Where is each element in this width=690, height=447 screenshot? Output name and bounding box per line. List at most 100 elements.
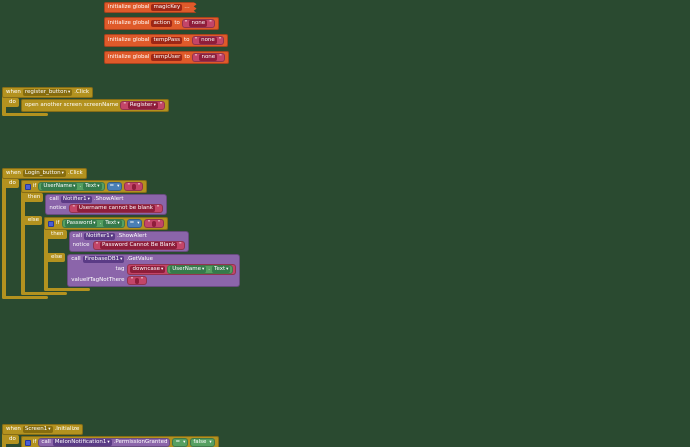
property-dropdown[interactable]: Text — [103, 220, 122, 227]
if-header[interactable]: if Password . Text = — [44, 217, 168, 230]
string-value[interactable] — [152, 220, 157, 227]
block-if-password-blank[interactable]: if Password . Text = — [44, 217, 241, 291]
block-init-global-tempuser[interactable]: initialize global tempUser to none — [104, 51, 229, 64]
keyword-label: if — [56, 220, 60, 226]
string-value[interactable]: Register — [127, 102, 158, 109]
string-value[interactable]: Username cannot be blank — [76, 205, 155, 212]
text-string-block[interactable]: Register — [120, 101, 166, 110]
text-string-block[interactable] — [127, 276, 147, 285]
block-firebase-getvalue[interactable]: call FirebaseDB1 .GetValue tag downcase — [67, 254, 241, 287]
variable-name-field[interactable]: action — [151, 20, 173, 27]
text-string-block[interactable]: Password Cannot Be Blank — [92, 241, 185, 250]
then-body: call Notifier1 .ShowAlert notice Passwor… — [67, 230, 189, 253]
keyword-label: when — [6, 170, 21, 176]
method-label: .ShowAlert — [117, 233, 147, 239]
else-body: if Password . Text = — [42, 216, 241, 292]
block-when-register-click[interactable]: when register_button .Click do open anot… — [2, 87, 170, 116]
do-section: do if call MelonNotification1 .Permissio… — [6, 435, 327, 447]
equals-block[interactable]: = — [106, 182, 123, 191]
block-spine — [20, 180, 25, 295]
block-notifier-showalert[interactable]: call Notifier1 .ShowAlert notice Usernam… — [45, 194, 167, 215]
component-dropdown[interactable]: Notifier1 — [84, 233, 116, 240]
keyword-label: when — [6, 426, 21, 432]
section-label-else: else — [24, 216, 43, 225]
event-label: .Click — [74, 89, 90, 95]
component-dropdown[interactable]: UserName — [170, 266, 207, 273]
socket-label-tag: tag — [115, 266, 125, 272]
string-value[interactable]: none — [189, 20, 208, 27]
block-if-permission[interactable]: if call MelonNotification1 .PermissionGr… — [20, 436, 219, 447]
block-spine — [2, 424, 6, 447]
socket-label-vitnt: valueIfTagNotThere — [71, 277, 125, 283]
block-init-global-magickey[interactable]: initialize global magicKey … — [104, 2, 197, 13]
component-dropdown[interactable]: UserName — [41, 183, 78, 190]
keyword-label: if — [32, 183, 37, 189]
block-downcase[interactable]: downcase UserName . Text — [127, 264, 237, 275]
logic-false-block[interactable]: false — [190, 438, 215, 447]
if-header[interactable]: if call MelonNotification1 .PermissionGr… — [20, 436, 219, 447]
if-header[interactable]: if UserName . Text = — [20, 180, 148, 193]
section-label-do: do — [6, 435, 19, 444]
block-init-global-temppass[interactable]: initialize global tempPass to none — [104, 34, 229, 47]
mutator-icon[interactable] — [48, 220, 55, 227]
keyword-label: call — [49, 196, 59, 202]
block-init-global-action[interactable]: initialize global action to none — [104, 17, 219, 30]
property-dropdown[interactable]: Text — [212, 266, 231, 273]
block-foot — [2, 113, 48, 116]
variable-name-field[interactable]: tempPass — [151, 37, 183, 44]
component-dropdown[interactable]: Login_button — [22, 170, 66, 177]
case-dropdown[interactable]: downcase — [130, 266, 166, 273]
string-value[interactable] — [135, 277, 140, 284]
keyword-label: initialize global — [108, 54, 150, 60]
keyword-label: initialize global — [108, 4, 150, 10]
component-dropdown[interactable]: Notifier1 — [60, 196, 92, 203]
block-if-username-blank[interactable]: if UserName . Text = then — [20, 180, 241, 295]
keyword-label: initialize global — [108, 37, 150, 43]
equals-block[interactable]: = — [126, 219, 143, 228]
mutator-icon[interactable] — [24, 183, 31, 190]
block-username-text-getter[interactable]: UserName . Text — [38, 182, 105, 191]
mutator-icon[interactable] — [24, 439, 31, 446]
event-label: .Initialize — [54, 426, 80, 432]
keyword-label: call — [71, 256, 81, 262]
keyword-label: screenName — [83, 102, 119, 108]
block-when-login-click[interactable]: when Login_button .Click do if UserName … — [2, 168, 241, 299]
component-dropdown[interactable]: FirebaseDB1 — [82, 256, 125, 263]
section-label-do: do — [6, 98, 19, 107]
block-username-text-getter[interactable]: UserName . Text — [167, 265, 234, 274]
event-header[interactable]: when Login_button .Click — [2, 168, 87, 179]
string-value[interactable] — [131, 183, 136, 190]
block-open-screen-register[interactable]: open another screen screenName Register — [20, 99, 170, 112]
block-notifier-showalert[interactable]: call Notifier1 .ShowAlert notice Passwor… — [68, 231, 189, 252]
text-string-block[interactable] — [144, 219, 164, 228]
text-string-block[interactable]: none — [191, 36, 225, 45]
text-string-block[interactable] — [124, 182, 144, 191]
text-string-block[interactable]: none — [181, 19, 215, 28]
component-dropdown[interactable]: Screen1 — [22, 426, 53, 433]
method-label: .GetValue — [126, 256, 154, 262]
keyword-label: initialize global — [108, 20, 150, 26]
text-string-block[interactable]: none — [191, 53, 225, 62]
section-label-else: else — [48, 253, 66, 262]
variable-name-field[interactable]: tempUser — [151, 54, 183, 61]
component-dropdown[interactable]: Password — [64, 220, 98, 227]
block-permissiongranted-call[interactable]: call MelonNotification1 .PermissionGrant… — [38, 438, 171, 447]
do-body: open another screen screenName Register — [19, 98, 170, 113]
event-header[interactable]: when Screen1 .Initialize — [2, 424, 84, 435]
string-value[interactable]: Password Cannot Be Blank — [100, 242, 178, 249]
string-value[interactable]: none — [199, 54, 218, 61]
block-password-text-getter[interactable]: Password . Text — [61, 219, 125, 228]
component-dropdown[interactable]: MelonNotification1 — [52, 439, 112, 446]
block-when-screen1-initialize[interactable]: when Screen1 .Initialize do if call Melo… — [2, 424, 327, 447]
do-body: if call MelonNotification1 .PermissionGr… — [19, 435, 327, 447]
logic-equals-block[interactable]: = — [172, 438, 189, 447]
string-value[interactable]: none — [199, 37, 217, 44]
do-section: do open another screen screenName Regist… — [6, 98, 170, 113]
component-dropdown[interactable]: register_button — [22, 89, 73, 96]
event-header[interactable]: when register_button .Click — [2, 87, 94, 98]
variable-name-field[interactable]: magicKey — [153, 4, 181, 10]
text-string-block[interactable]: Username cannot be blank — [69, 204, 163, 213]
event-label: .Click — [67, 170, 83, 176]
property-dropdown[interactable]: Text — [83, 183, 102, 190]
